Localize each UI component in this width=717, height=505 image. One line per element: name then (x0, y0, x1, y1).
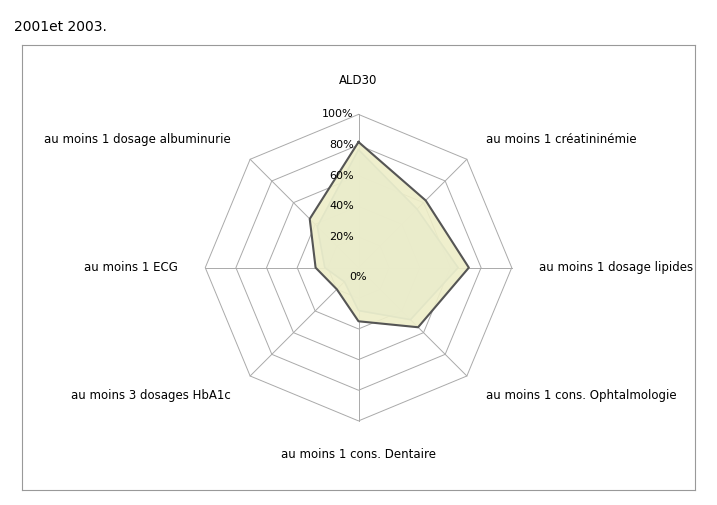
Text: 40%: 40% (329, 201, 354, 212)
Polygon shape (318, 149, 458, 320)
Polygon shape (310, 142, 469, 327)
Text: 2001et 2003.: 2001et 2003. (14, 20, 108, 34)
Text: au moins 1 cons. Ophtalmologie: au moins 1 cons. Ophtalmologie (486, 389, 677, 402)
Text: ALD30: ALD30 (339, 74, 378, 87)
Text: au moins 1 créatininémie: au moins 1 créatininémie (486, 133, 637, 146)
Text: au moins 1 dosage albuminurie: au moins 1 dosage albuminurie (44, 133, 231, 146)
Text: au moins 3 dosages HbA1c: au moins 3 dosages HbA1c (71, 389, 231, 402)
Text: 80%: 80% (329, 140, 354, 150)
Text: au moins 1 dosage lipides: au moins 1 dosage lipides (539, 261, 693, 274)
Text: 0%: 0% (350, 272, 367, 282)
Text: au moins 1 ECG: au moins 1 ECG (84, 261, 178, 274)
Text: 60%: 60% (329, 171, 354, 181)
Text: 20%: 20% (329, 232, 354, 242)
Text: au moins 1 cons. Dentaire: au moins 1 cons. Dentaire (281, 448, 436, 462)
Text: 100%: 100% (322, 110, 354, 119)
